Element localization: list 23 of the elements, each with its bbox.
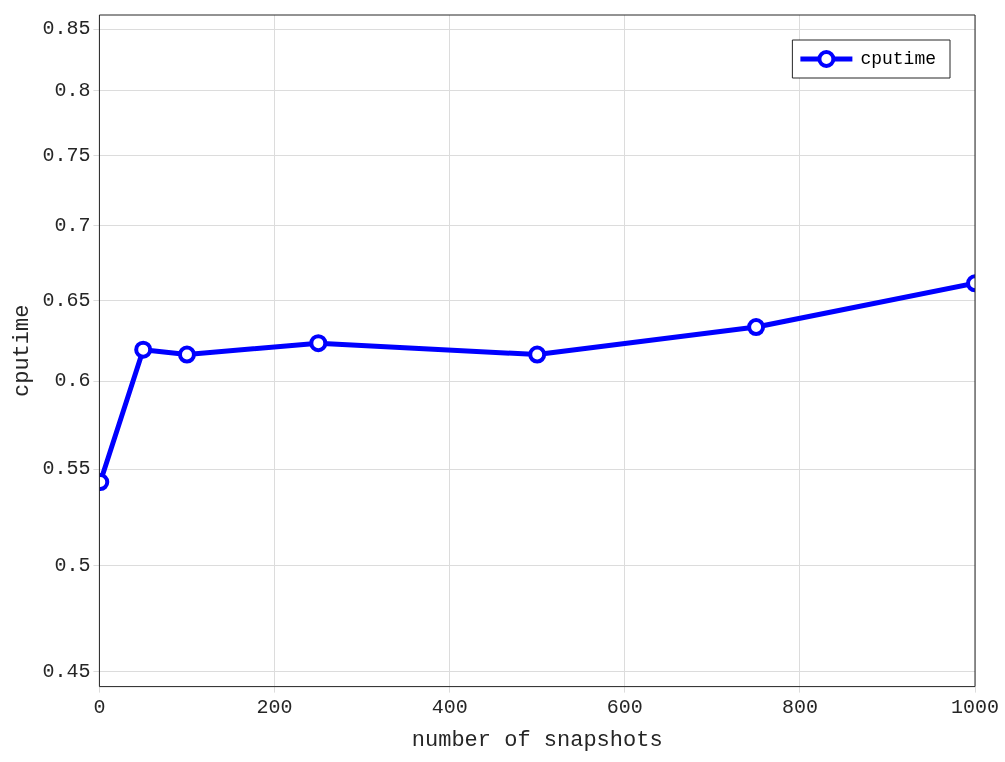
x-tick-label: 0 [93, 695, 106, 719]
point [747, 318, 766, 337]
x-tick-label: 800 [781, 695, 818, 719]
x-tick-label: 400 [431, 695, 468, 719]
point [177, 345, 196, 364]
point [134, 340, 153, 359]
y-tick-label: 0.75 [42, 143, 91, 167]
y-axis-title: cputime [10, 304, 36, 398]
y-tick-label: 0.65 [42, 288, 91, 312]
y-tick-label: 0.6 [54, 369, 91, 393]
y-tick-label: 0.8 [54, 78, 91, 102]
x-tick-label: 1000 [950, 695, 1000, 719]
x-tick-label: 600 [606, 695, 643, 719]
y-tick-label: 0.85 [42, 17, 91, 41]
point [309, 334, 328, 353]
y-tick-label: 0.45 [42, 660, 91, 684]
y-tick-label: 0.7 [54, 213, 91, 237]
legend-label: cputime [860, 48, 937, 69]
y-tick-label: 0.5 [54, 553, 91, 577]
point [528, 345, 547, 364]
x-axis-title: number of snapshots [411, 727, 663, 753]
x-tick-label: 200 [256, 695, 293, 719]
y-tick-label: 0.55 [42, 457, 91, 481]
